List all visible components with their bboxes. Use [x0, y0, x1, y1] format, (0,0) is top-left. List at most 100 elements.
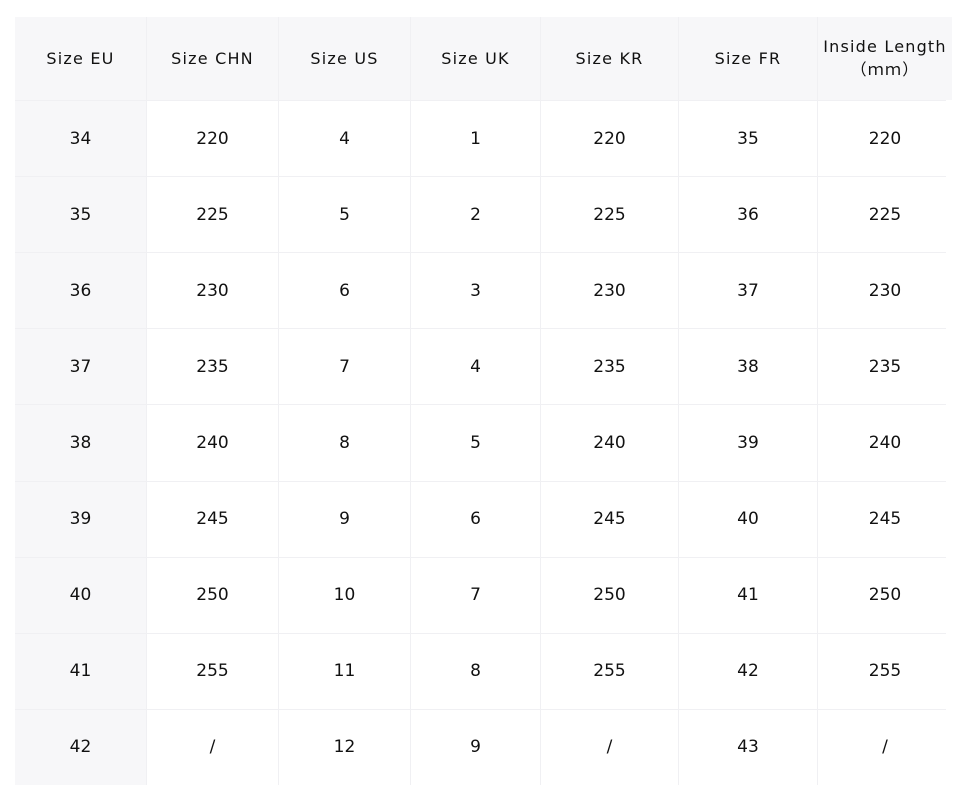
table-cell: 39 — [15, 481, 146, 557]
table-cell: 36 — [679, 177, 817, 253]
table-cell: 220 — [147, 101, 278, 177]
cell-text: 8 — [339, 432, 350, 453]
cell-text: 225 — [196, 204, 229, 225]
table-cell: 7 — [279, 329, 410, 405]
table-cell: / — [541, 709, 678, 785]
cell-text: 43 — [737, 737, 759, 758]
cell-text: 37 — [737, 280, 759, 301]
table-cell: 3 — [411, 253, 540, 329]
cell-text: 230 — [868, 280, 902, 301]
table-cell: 11 — [279, 633, 410, 709]
table-cell: / — [147, 709, 278, 785]
table-cell: 12 — [279, 709, 410, 785]
cell-text: 230 — [196, 280, 229, 301]
table-cell: 255 — [818, 633, 952, 709]
header-cell: Size US — [279, 17, 410, 100]
cell-text: 255 — [593, 661, 626, 682]
cell-text: 235 — [196, 356, 229, 377]
cell-text: / — [209, 737, 216, 758]
header-text: Size US — [310, 49, 379, 68]
header-cell: Size KR — [541, 17, 678, 100]
cell-text: 9 — [339, 509, 350, 530]
table-cell: 235 — [541, 329, 678, 405]
cell-text: 230 — [593, 280, 626, 301]
cell-text: 255 — [196, 661, 229, 682]
table-cell: 255 — [147, 633, 278, 709]
table-cell: 8 — [279, 405, 410, 481]
cell-text: 42 — [737, 661, 759, 682]
cell-text: 3 — [470, 280, 481, 301]
table-cell: 42 — [679, 633, 817, 709]
table-cell: 230 — [818, 253, 952, 329]
cell-text: 6 — [339, 280, 350, 301]
table-cell: 245 — [818, 481, 952, 557]
table-cell: 35 — [15, 177, 146, 253]
table-cell: 220 — [541, 101, 678, 177]
table-cell: 41 — [15, 633, 146, 709]
table-cell: 34 — [15, 101, 146, 177]
cell-text: 235 — [593, 356, 626, 377]
cell-text: 245 — [196, 509, 229, 530]
header-text: Size KR — [575, 49, 644, 68]
header-text: Size CHN — [171, 49, 254, 68]
table-cell: 6 — [411, 481, 540, 557]
cell-text: 5 — [339, 204, 350, 225]
table-cell: 9 — [279, 481, 410, 557]
table-cell: 40 — [15, 557, 146, 633]
table-cell: 220 — [818, 101, 952, 177]
table-cell: 42 — [15, 709, 146, 785]
cell-text: 250 — [593, 585, 626, 606]
table-cell: 40 — [679, 481, 817, 557]
cell-text: 35 — [737, 128, 759, 149]
table-cell: 225 — [147, 177, 278, 253]
cell-text: 36 — [69, 280, 92, 301]
table-cell: 4 — [411, 329, 540, 405]
table-cell: 2 — [411, 177, 540, 253]
cell-text: 40 — [69, 585, 92, 606]
cell-text: 36 — [737, 204, 759, 225]
cell-text: 7 — [339, 356, 350, 377]
table-cell: 39 — [679, 405, 817, 481]
table-cell: 7 — [411, 557, 540, 633]
header-cell: Size UK — [411, 17, 540, 100]
table-cell: 8 — [411, 633, 540, 709]
cell-text: 39 — [737, 432, 759, 453]
table-cell: 235 — [818, 329, 952, 405]
header-text: Size EU — [46, 49, 115, 68]
table-cell: 4 — [279, 101, 410, 177]
cell-text: 245 — [868, 509, 902, 530]
table-cell: 38 — [679, 329, 817, 405]
table-cell: 41 — [679, 557, 817, 633]
header-cell: Size EU — [15, 17, 146, 100]
table-cell: 1 — [411, 101, 540, 177]
cell-text: 37 — [69, 356, 92, 377]
cell-text: 225 — [593, 204, 626, 225]
cell-text: 240 — [196, 432, 229, 453]
cell-text: 35 — [69, 204, 92, 225]
header-text: Size FR — [714, 49, 782, 68]
cell-text: 12 — [333, 737, 356, 758]
header-text: Size UK — [441, 49, 510, 68]
table-cell: 35 — [679, 101, 817, 177]
cell-text: 6 — [470, 509, 481, 530]
table-cell: 6 — [279, 253, 410, 329]
cell-text: 2 — [470, 204, 481, 225]
table-cell: 245 — [147, 481, 278, 557]
header-cell: Size FR — [679, 17, 817, 100]
cell-text: 10 — [333, 585, 356, 606]
table-cell: 10 — [279, 557, 410, 633]
cell-text: 41 — [737, 585, 759, 606]
header-unit: （ｍｍ） — [850, 60, 920, 79]
cell-text: 7 — [470, 585, 481, 606]
table-cell: 225 — [541, 177, 678, 253]
cell-text: 8 — [470, 661, 481, 682]
cell-text: / — [882, 737, 888, 758]
table-cell: 240 — [147, 405, 278, 481]
cell-text: 38 — [69, 432, 92, 453]
cell-text: 240 — [868, 432, 902, 453]
table-cell: 225 — [818, 177, 952, 253]
size-table: Size EU Size CHN Size US Size UK Size KR Size… — [15, 17, 952, 785]
table-cell: 240 — [541, 405, 678, 481]
cell-text: 220 — [593, 128, 626, 149]
